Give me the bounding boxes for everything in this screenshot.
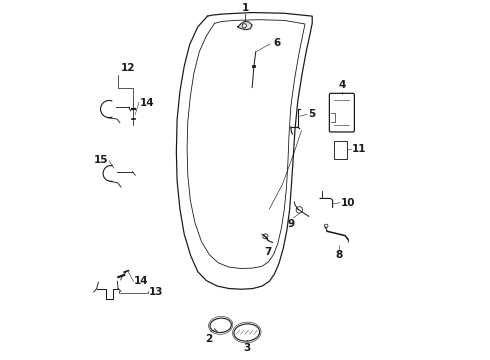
- Text: 8: 8: [335, 250, 343, 260]
- Text: 14: 14: [134, 276, 149, 286]
- Text: 14: 14: [140, 98, 154, 108]
- Polygon shape: [238, 22, 252, 30]
- Bar: [334, 141, 347, 159]
- Text: 4: 4: [338, 81, 345, 90]
- Text: 3: 3: [243, 343, 250, 353]
- Text: 11: 11: [352, 144, 367, 154]
- Text: 6: 6: [273, 38, 280, 48]
- Text: 15: 15: [94, 155, 108, 165]
- Text: 13: 13: [148, 287, 163, 297]
- Text: 9: 9: [288, 219, 295, 229]
- Text: 7: 7: [265, 247, 272, 257]
- Text: 2: 2: [205, 334, 212, 343]
- Text: 1: 1: [242, 3, 249, 13]
- Text: 10: 10: [341, 198, 355, 208]
- Text: 12: 12: [121, 63, 135, 73]
- Text: 5: 5: [309, 109, 316, 119]
